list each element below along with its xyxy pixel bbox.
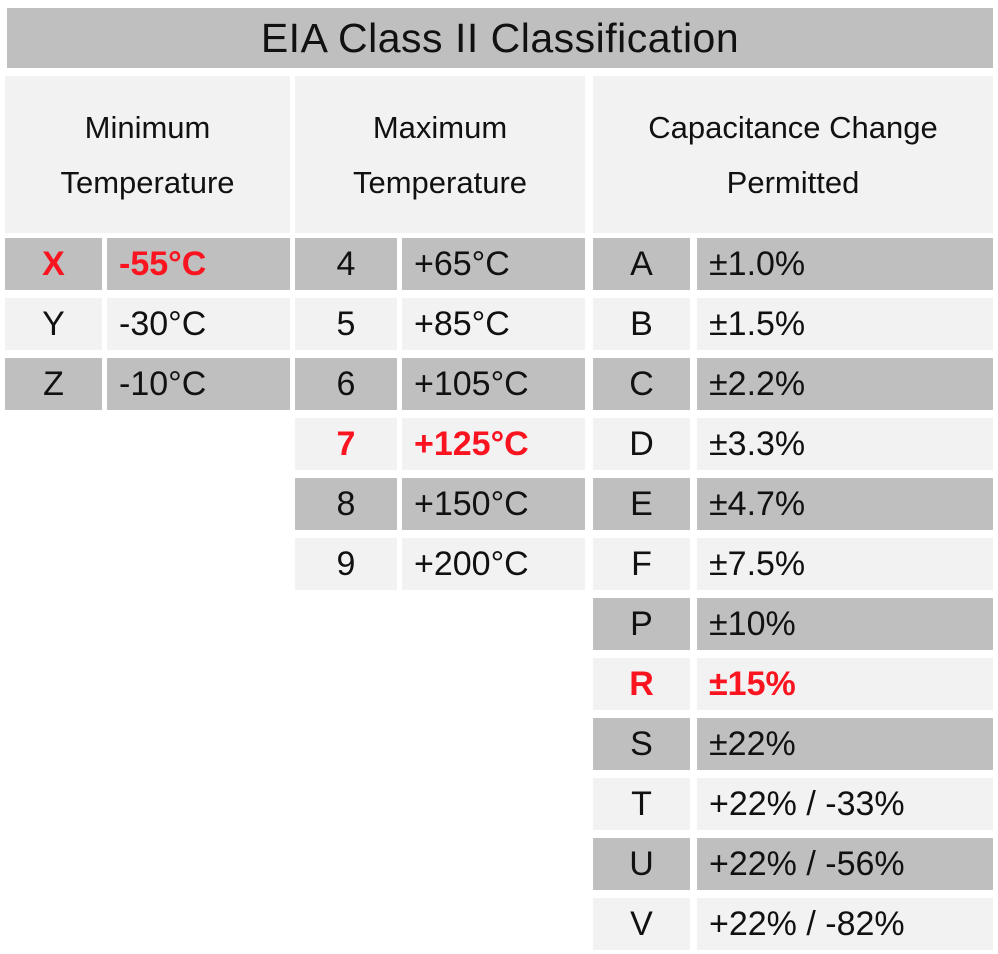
column-header-minimum-temperature: Minimum Temperature	[5, 76, 290, 233]
table-title-bar: EIA Class II Classification	[7, 8, 993, 68]
header-line: Temperature	[60, 164, 235, 200]
row-value-cell: ±2.2%	[697, 358, 993, 410]
row-value-cell: +22% / -56%	[697, 838, 993, 890]
table-row: D ±3.3%	[593, 418, 993, 470]
table-row: V +22% / -82%	[593, 898, 993, 950]
row-code-cell: C	[593, 358, 690, 410]
row-value-cell: +125°C	[402, 418, 585, 470]
header-line: Minimum	[84, 109, 211, 145]
table-body: Minimum Temperature X -55°C Y -30°C Z -10°C M…	[5, 76, 993, 950]
row-code-cell: A	[593, 238, 690, 290]
row-value-cell: ±1.0%	[697, 238, 993, 290]
row-value-cell: ±3.3%	[697, 418, 993, 470]
row-value-cell: -55°C	[107, 238, 290, 290]
row-code-cell: V	[593, 898, 690, 950]
table-row: S ±22%	[593, 718, 993, 770]
table-row: P ±10%	[593, 598, 993, 650]
table-row: U +22% / -56%	[593, 838, 993, 890]
column-header-maximum-temperature: Maximum Temperature	[295, 76, 585, 233]
table-row: C ±2.2%	[593, 358, 993, 410]
row-value-cell: ±4.7%	[697, 478, 993, 530]
column-header-capacitance-change: Capacitance Change Permitted	[593, 76, 993, 233]
table-row: 9 +200°C	[295, 538, 585, 590]
table-row: Z -10°C	[5, 358, 290, 410]
row-code-cell: 6	[295, 358, 397, 410]
table-row: Y -30°C	[5, 298, 290, 350]
row-code-cell: X	[5, 238, 102, 290]
row-code-cell: U	[593, 838, 690, 890]
row-code-cell: E	[593, 478, 690, 530]
row-code-cell: 5	[295, 298, 397, 350]
row-value-cell: ±15%	[697, 658, 993, 710]
row-value-cell: ±7.5%	[697, 538, 993, 590]
maximum-temperature-rows: 4 +65°C 5 +85°C 6 +105°C 7 +125°C 8 +150°C 9 +200°C	[295, 238, 585, 590]
row-value-cell: -30°C	[107, 298, 290, 350]
table-title: EIA Class II Classification	[260, 14, 740, 61]
table-row: 4 +65°C	[295, 238, 585, 290]
row-code-cell: R	[593, 658, 690, 710]
row-value-cell: +22% / -33%	[697, 778, 993, 830]
table-row: R ±15%	[593, 658, 993, 710]
row-value-cell: +150°C	[402, 478, 585, 530]
header-line: Temperature	[352, 164, 528, 200]
table-row: B ±1.5%	[593, 298, 993, 350]
row-value-cell: +22% / -82%	[697, 898, 993, 950]
row-code-cell: D	[593, 418, 690, 470]
minimum-temperature-rows: X -55°C Y -30°C Z -10°C	[5, 238, 290, 410]
capacitance-change-rows: A ±1.0% B ±1.5% C ±2.2% D ±3.3% E ±4.7% F ±7.5% P ±10…	[593, 238, 993, 950]
row-value-cell: +85°C	[402, 298, 585, 350]
table-row: 7 +125°C	[295, 418, 585, 470]
table-row: X -55°C	[5, 238, 290, 290]
table-row: F ±7.5%	[593, 538, 993, 590]
table-row: A ±1.0%	[593, 238, 993, 290]
row-value-cell: ±22%	[697, 718, 993, 770]
table-row: E ±4.7%	[593, 478, 993, 530]
row-code-cell: F	[593, 538, 690, 590]
row-value-cell: +200°C	[402, 538, 585, 590]
table-row: 6 +105°C	[295, 358, 585, 410]
row-code-cell: 9	[295, 538, 397, 590]
row-code-cell: 8	[295, 478, 397, 530]
row-code-cell: Y	[5, 298, 102, 350]
row-code-cell: 4	[295, 238, 397, 290]
row-value-cell: ±1.5%	[697, 298, 993, 350]
column-group-minimum-temperature: Minimum Temperature X -55°C Y -30°C Z -10°C	[5, 76, 290, 410]
column-group-capacitance-change: Capacitance Change Permitted A ±1.0% B ±1.5…	[593, 76, 993, 950]
header-line: Permitted	[726, 164, 860, 200]
row-value-cell: ±10%	[697, 598, 993, 650]
row-code-cell: S	[593, 718, 690, 770]
row-code-cell: P	[593, 598, 690, 650]
row-value-cell: +65°C	[402, 238, 585, 290]
row-code-cell: 7	[295, 418, 397, 470]
row-value-cell: -10°C	[107, 358, 290, 410]
table-row: T +22% / -33%	[593, 778, 993, 830]
row-code-cell: B	[593, 298, 690, 350]
row-value-cell: +105°C	[402, 358, 585, 410]
header-line: Capacitance Change	[648, 109, 938, 145]
table-row: 8 +150°C	[295, 478, 585, 530]
column-group-maximum-temperature: Maximum Temperature 4 +65°C 5 +85°C 6 +105°C 7…	[295, 76, 585, 590]
row-code-cell: Z	[5, 358, 102, 410]
row-code-cell: T	[593, 778, 690, 830]
table-row: 5 +85°C	[295, 298, 585, 350]
header-line: Maximum	[372, 109, 508, 145]
